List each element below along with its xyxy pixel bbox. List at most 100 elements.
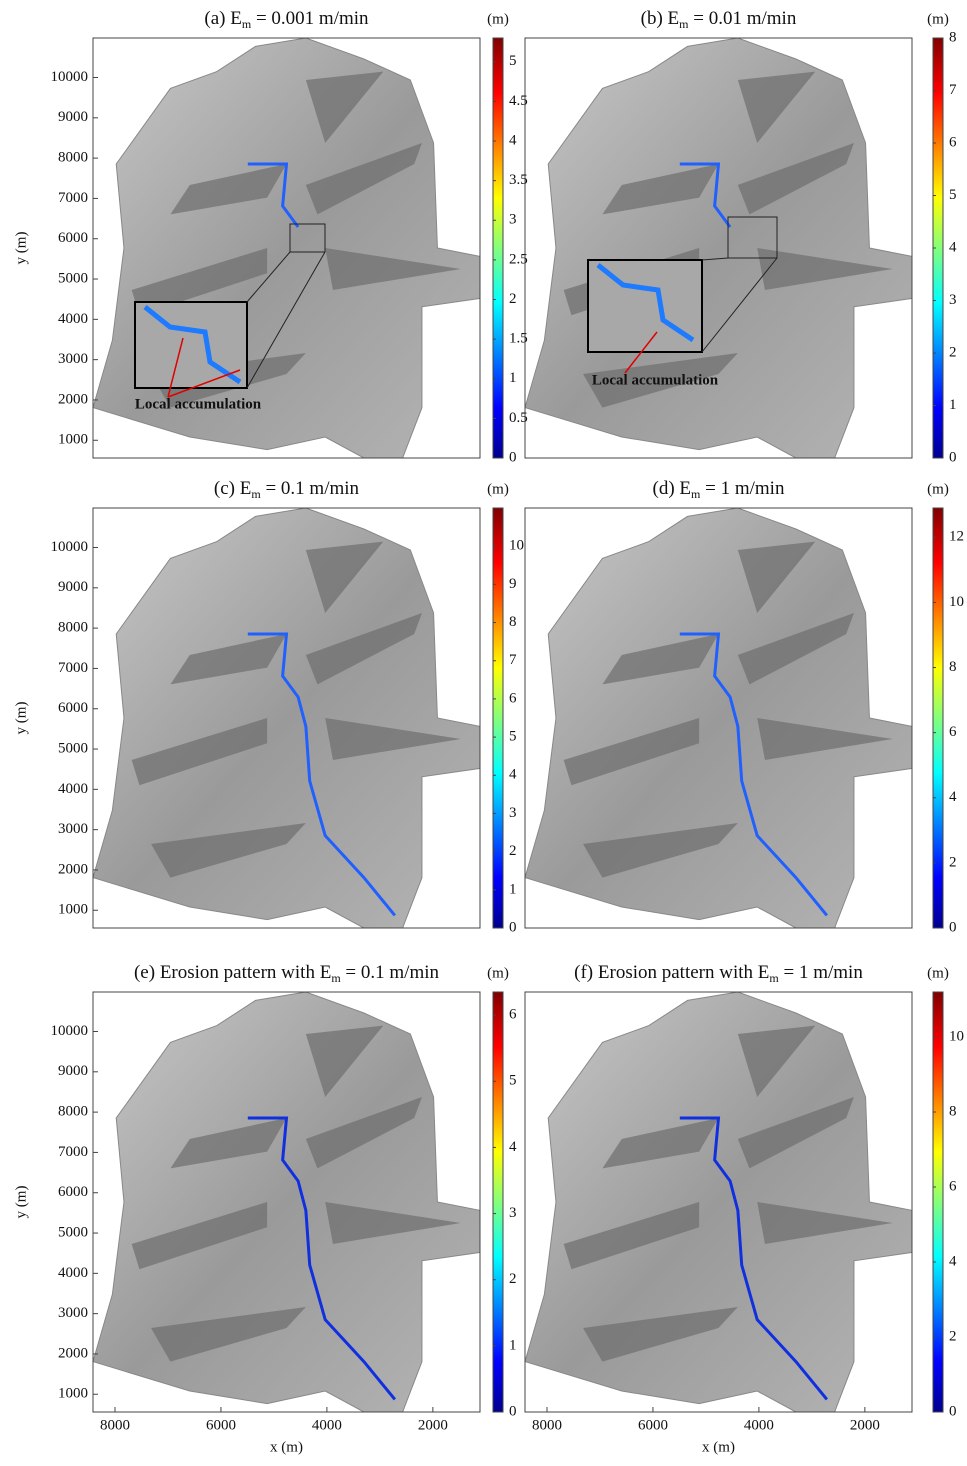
colorbar-tick-label: 6 [949, 134, 957, 150]
colorbar-tick-label: 0 [949, 449, 957, 465]
panel-title: (e) Erosion pattern with Em = 0.1 m/min [134, 962, 440, 984]
colorbar-tick-label: 5 [509, 53, 517, 69]
terrain-shade [583, 353, 738, 408]
colorbar-tick-label: 5 [509, 1073, 517, 1089]
colorbar-tick-label: 2.5 [509, 251, 528, 267]
colorbar-tick-label: 2 [509, 291, 517, 307]
x-tick-label: 8000 [100, 1417, 130, 1433]
colorbar-tick-label: 0 [509, 449, 517, 465]
title-part: = 0.001 m/min [251, 8, 369, 29]
y-tick-label: 8000 [58, 620, 88, 636]
panel-title: (b) Em = 0.01 m/min [641, 8, 797, 30]
zoom-line [701, 257, 729, 261]
y-tick-label: 2000 [58, 861, 88, 877]
x-tick-label: 2000 [850, 1417, 880, 1433]
colorbar [492, 991, 504, 1413]
y-tick-label: 6000 [58, 230, 88, 246]
x-tick-label: 8000 [532, 1417, 562, 1433]
terrain-shade [131, 248, 268, 316]
y-tick-label: 10000 [51, 69, 89, 85]
terrain-shade [170, 1118, 287, 1169]
colorbar [932, 507, 944, 929]
colorbar-tick-label: 8 [949, 29, 957, 45]
colorbar-tick-label: 4.5 [509, 93, 528, 109]
annotation: Local accumulation [592, 372, 719, 388]
title-part: (a) E [204, 8, 241, 29]
y-axis-label: y (m) [13, 232, 29, 265]
colorbar-tick-label: 4 [949, 1253, 957, 1269]
colorbar-tick-label: 3 [509, 805, 517, 821]
colorbar-tick-label: 6 [949, 1178, 957, 1194]
x-tick-label: 6000 [206, 1417, 236, 1433]
colorbar-tick-label: 4 [949, 789, 957, 805]
colorbar-tick-label: 10 [949, 594, 964, 610]
y-tick-label: 9000 [58, 1063, 88, 1079]
x-axis-label: x (m) [702, 1439, 735, 1455]
terrain [524, 507, 913, 929]
title-subscript: m [331, 971, 341, 985]
title-part: (f) Erosion pattern with E [574, 962, 769, 983]
annotation-arrow [624, 331, 658, 374]
terrain-shade [170, 634, 287, 685]
terrain-shade [757, 1202, 893, 1244]
y-axis-label: y (m) [13, 1186, 29, 1219]
colorbar-tick-label: 6 [949, 724, 957, 740]
channel [679, 162, 732, 228]
terrain-shade [305, 1097, 422, 1169]
colorbar-tick-label: 7 [509, 652, 517, 668]
colorbar-tick-label: 3 [509, 1205, 517, 1221]
colorbar [492, 507, 504, 929]
colorbar-tick-label: 0 [949, 919, 957, 935]
y-tick-label: 9000 [58, 579, 88, 595]
panel-title: (c) Em = 0.1 m/min [214, 478, 360, 500]
zoom-line [246, 251, 291, 303]
terrain-shade [305, 143, 422, 215]
colorbar-unit: (m) [927, 481, 949, 497]
colorbar-tick-label: 2 [949, 854, 957, 870]
title-subscript: m [691, 487, 701, 501]
y-tick-label: 6000 [58, 700, 88, 716]
terrain-shade [757, 718, 893, 760]
x-tick-label: 4000 [744, 1417, 774, 1433]
colorbar-tick-label: 2 [949, 1328, 957, 1344]
colorbar-tick-label: 7 [949, 82, 957, 98]
annotation-arrow [167, 337, 184, 398]
colorbar-tick-label: 2 [509, 1271, 517, 1287]
colorbar-tick-label: 6 [509, 690, 517, 706]
y-tick-label: 3000 [58, 1305, 88, 1321]
y-tick-label: 7000 [58, 1144, 88, 1160]
x-tick-label: 6000 [638, 1417, 668, 1433]
terrain-shade [602, 164, 719, 215]
terrain-shade [151, 823, 306, 878]
y-tick-label: 5000 [58, 270, 88, 286]
colorbar-tick-label: 4 [509, 1139, 517, 1155]
y-tick-label: 5000 [58, 1224, 88, 1240]
terrain-shade [305, 71, 384, 143]
colorbar-tick-label: 0 [509, 919, 517, 935]
title-part: = 1 m/min [779, 962, 864, 983]
colorbar-tick-label: 8 [949, 659, 957, 675]
channel [247, 632, 397, 917]
title-subscript: m [769, 971, 779, 985]
terrain-shade [131, 1202, 268, 1270]
terrain-shade [737, 143, 854, 215]
terrain-shade [305, 613, 422, 685]
colorbar-tick-label: 1.5 [509, 331, 528, 347]
terrain-shade [131, 718, 268, 786]
y-tick-label: 4000 [58, 1265, 88, 1281]
y-tick-label: 6000 [58, 1184, 88, 1200]
colorbar-unit: (m) [487, 11, 509, 27]
terrain [92, 507, 481, 929]
title-part: = 1 m/min [700, 478, 785, 499]
colorbar-unit: (m) [487, 481, 509, 497]
terrain-shade [737, 613, 854, 685]
y-tick-label: 5000 [58, 740, 88, 756]
title-part: (d) E [653, 478, 692, 499]
y-axis-label: y (m) [13, 702, 29, 735]
colorbar-tick-label: 4 [509, 767, 517, 783]
colorbar [492, 37, 504, 459]
y-tick-label: 3000 [58, 351, 88, 367]
title-part: (c) E [214, 478, 251, 499]
terrain-shade [583, 1307, 738, 1362]
y-tick-label: 8000 [58, 150, 88, 166]
